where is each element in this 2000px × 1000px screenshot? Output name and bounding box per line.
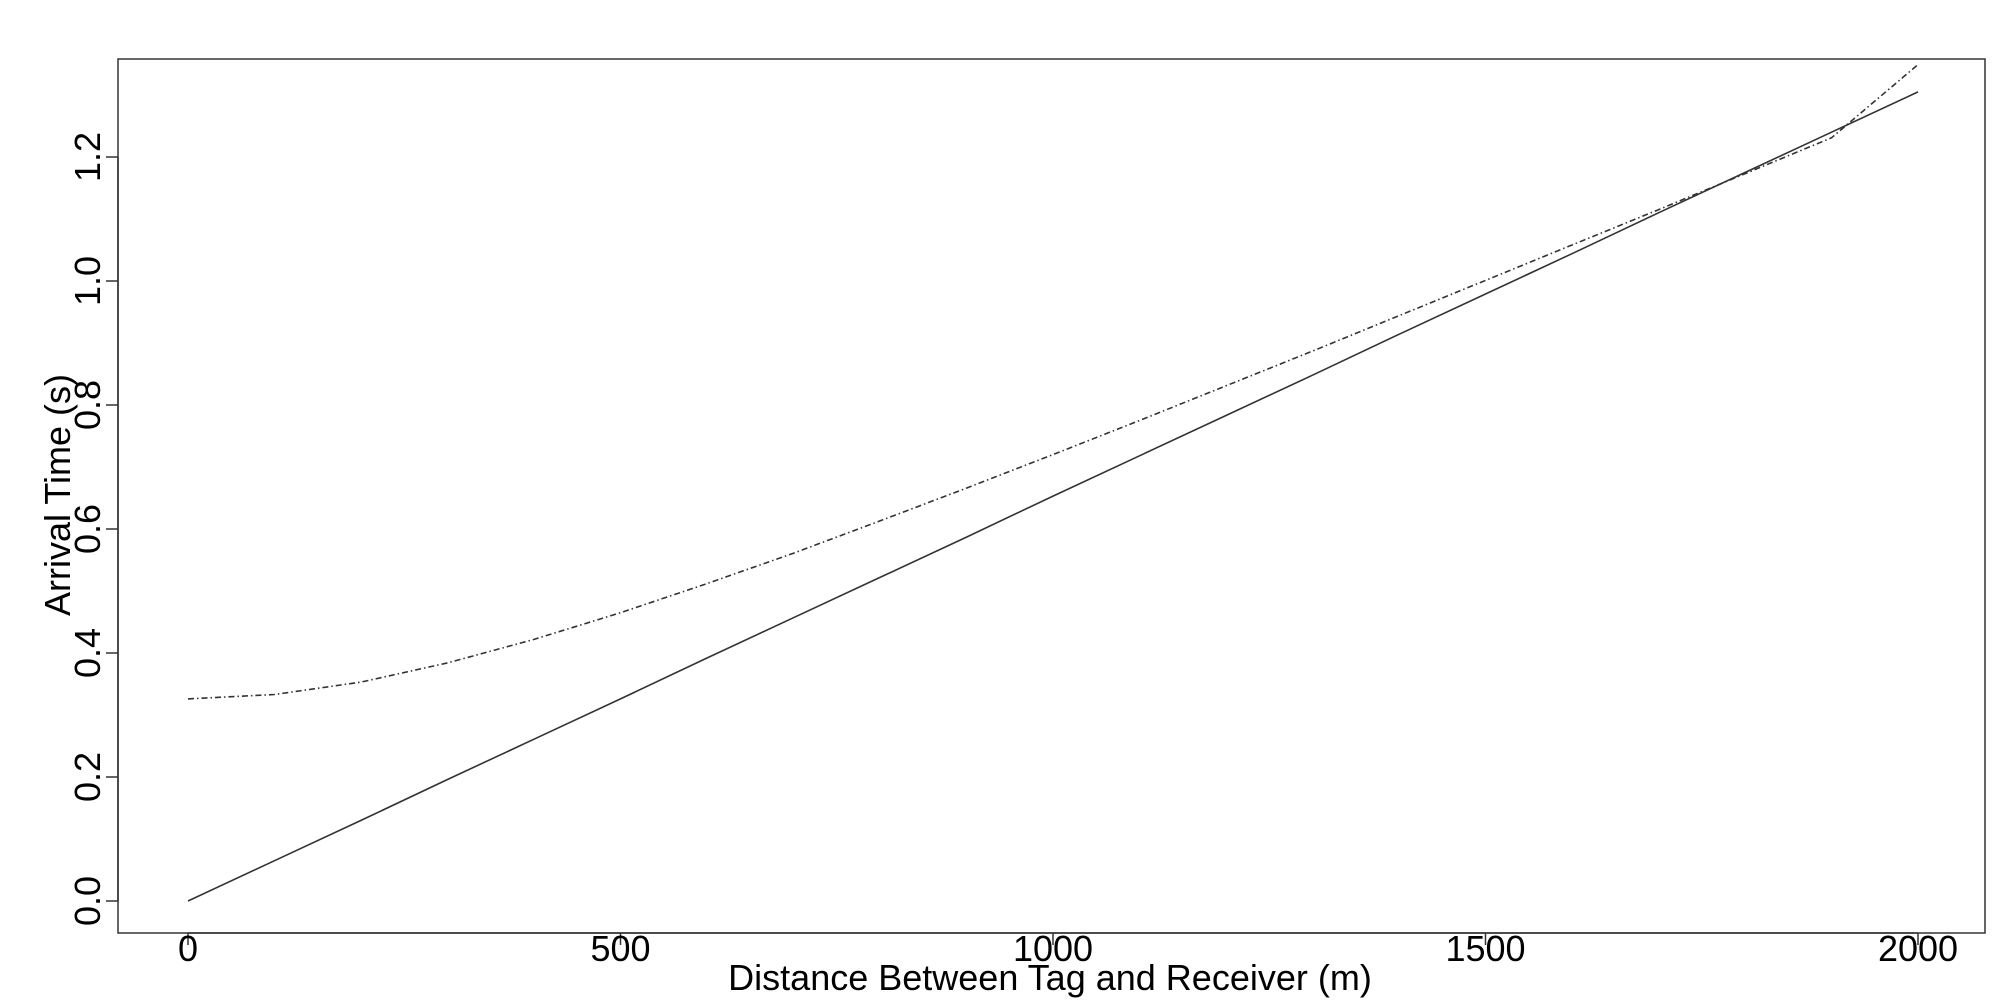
y-tick-label: 1.0 <box>67 256 108 306</box>
x-axis: 0 500 1000 1500 2000 <box>178 928 1958 969</box>
series-layer <box>187 63 1919 902</box>
y-tick-label: 0.0 <box>67 876 108 926</box>
y-tick-label: 0.4 <box>67 628 108 678</box>
x-tick-label: 2000 <box>1878 928 1958 969</box>
y-tick-label: 1.2 <box>67 132 108 182</box>
x-tick-label: 0 <box>178 928 198 969</box>
y-tick-label: 0.6 <box>67 504 108 554</box>
y-axis-title: Arrival Time (s) <box>37 374 78 616</box>
series-line-1 <box>187 91 1919 902</box>
x-tick-label: 1000 <box>1013 928 1093 969</box>
y-tick-label: 0.8 <box>67 380 108 430</box>
x-axis-title: Distance Between Tag and Receiver (m) <box>728 957 1372 998</box>
y-axis: 0.0 0.2 0.4 0.6 0.8 1.0 1.2 <box>67 132 119 926</box>
series-line-2 <box>187 63 1919 700</box>
x-tick-label: 1500 <box>1445 928 1525 969</box>
x-tick-label: 500 <box>590 928 650 969</box>
y-tick-label: 0.2 <box>67 752 108 802</box>
